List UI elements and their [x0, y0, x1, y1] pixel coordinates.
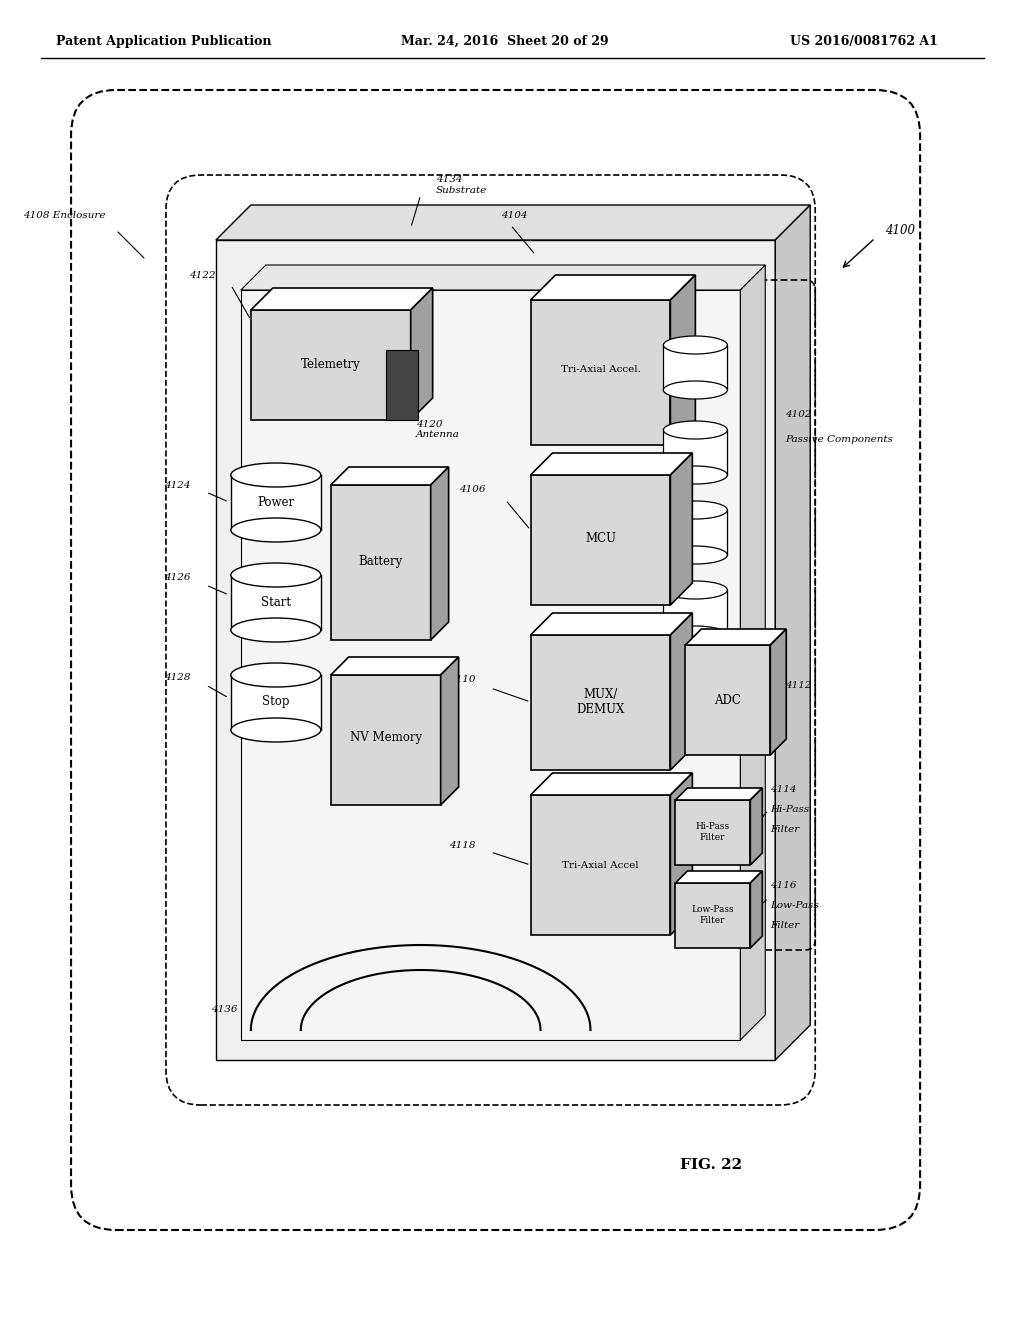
Ellipse shape — [664, 337, 727, 354]
Polygon shape — [431, 467, 449, 640]
Ellipse shape — [230, 517, 321, 543]
Polygon shape — [770, 630, 786, 755]
Polygon shape — [530, 300, 671, 445]
Polygon shape — [216, 205, 810, 240]
Polygon shape — [530, 612, 692, 635]
Text: 4122: 4122 — [189, 271, 216, 280]
Ellipse shape — [230, 718, 321, 742]
Polygon shape — [241, 265, 765, 290]
Text: Filter: Filter — [770, 920, 800, 929]
Polygon shape — [530, 774, 692, 795]
FancyBboxPatch shape — [386, 350, 418, 420]
Polygon shape — [331, 657, 459, 675]
Polygon shape — [440, 657, 459, 805]
Text: MUX/
DEMUX: MUX/ DEMUX — [577, 688, 625, 715]
Polygon shape — [530, 275, 695, 300]
Polygon shape — [530, 795, 671, 935]
Polygon shape — [676, 883, 751, 948]
Text: 4132: 4132 — [395, 780, 422, 789]
Polygon shape — [740, 265, 765, 1040]
Polygon shape — [241, 290, 740, 1040]
Text: Power: Power — [257, 495, 294, 508]
Ellipse shape — [664, 546, 727, 564]
Polygon shape — [685, 645, 770, 755]
Polygon shape — [671, 774, 692, 935]
Text: 4112: 4112 — [785, 681, 812, 689]
Polygon shape — [664, 345, 727, 389]
Polygon shape — [676, 788, 762, 800]
Text: 4102: 4102 — [785, 411, 812, 420]
Polygon shape — [671, 612, 692, 770]
Text: 4136: 4136 — [211, 1006, 238, 1015]
Ellipse shape — [664, 502, 727, 519]
Polygon shape — [230, 576, 321, 630]
Text: Battery: Battery — [358, 556, 402, 569]
Ellipse shape — [664, 626, 727, 644]
Polygon shape — [411, 288, 433, 420]
Text: Low-Pass: Low-Pass — [770, 900, 819, 909]
Polygon shape — [530, 475, 671, 605]
Text: Start: Start — [261, 595, 291, 609]
Ellipse shape — [664, 421, 727, 440]
Text: 4134
Substrate: 4134 Substrate — [435, 176, 486, 195]
Ellipse shape — [664, 381, 727, 399]
Text: 4118: 4118 — [450, 841, 475, 850]
Text: Hi-Pass
Filter: Hi-Pass Filter — [695, 822, 729, 842]
Polygon shape — [331, 467, 449, 484]
Ellipse shape — [230, 564, 321, 587]
Polygon shape — [775, 205, 810, 1060]
Text: 4108 Enclosure: 4108 Enclosure — [24, 210, 106, 219]
FancyBboxPatch shape — [71, 90, 921, 1230]
Text: Mar. 24, 2016  Sheet 20 of 29: Mar. 24, 2016 Sheet 20 of 29 — [400, 36, 608, 48]
Ellipse shape — [664, 466, 727, 484]
Polygon shape — [530, 635, 671, 770]
Polygon shape — [230, 475, 321, 531]
Text: 4116: 4116 — [770, 880, 797, 890]
Text: 4128: 4128 — [165, 673, 190, 682]
Polygon shape — [676, 871, 762, 883]
Polygon shape — [671, 275, 695, 445]
Text: 4106: 4106 — [459, 486, 485, 495]
Text: 4100: 4100 — [885, 223, 915, 236]
Polygon shape — [530, 453, 692, 475]
Text: FIG. 22: FIG. 22 — [680, 1158, 742, 1172]
Polygon shape — [216, 240, 775, 1060]
Text: Filter: Filter — [770, 825, 800, 834]
Polygon shape — [751, 871, 762, 948]
Text: MCU: MCU — [585, 532, 616, 544]
Polygon shape — [685, 630, 786, 645]
Text: 4110: 4110 — [450, 676, 475, 685]
Ellipse shape — [230, 463, 321, 487]
Text: Tri-Axial Accel: Tri-Axial Accel — [562, 861, 639, 870]
Polygon shape — [251, 310, 411, 420]
Text: US 2016/0081762 A1: US 2016/0081762 A1 — [791, 36, 938, 48]
Text: Patent Application Publication: Patent Application Publication — [56, 36, 271, 48]
Polygon shape — [751, 788, 762, 865]
Text: 4120
Antenna: 4120 Antenna — [416, 420, 460, 440]
Polygon shape — [664, 510, 727, 554]
Text: Low-Pass
Filter: Low-Pass Filter — [691, 906, 733, 925]
Text: 4124: 4124 — [165, 480, 190, 490]
Polygon shape — [671, 453, 692, 605]
Polygon shape — [230, 675, 321, 730]
Text: 4104: 4104 — [501, 210, 527, 219]
Text: Stop: Stop — [262, 696, 290, 709]
Text: NV Memory: NV Memory — [349, 731, 422, 744]
Polygon shape — [676, 800, 751, 865]
Ellipse shape — [230, 618, 321, 642]
Text: Tri-Axial Accel.: Tri-Axial Accel. — [560, 366, 640, 375]
Polygon shape — [331, 675, 440, 805]
Text: 4114: 4114 — [770, 785, 797, 795]
Polygon shape — [331, 484, 431, 640]
Text: Telemetry: Telemetry — [301, 359, 360, 371]
Text: Passive Components: Passive Components — [785, 436, 893, 445]
Text: 4126: 4126 — [165, 573, 190, 582]
Ellipse shape — [664, 581, 727, 599]
Ellipse shape — [230, 663, 321, 686]
Polygon shape — [251, 288, 433, 310]
Text: Hi-Pass: Hi-Pass — [770, 805, 810, 814]
Polygon shape — [664, 590, 727, 635]
Text: ADC: ADC — [714, 693, 740, 706]
Polygon shape — [664, 430, 727, 475]
